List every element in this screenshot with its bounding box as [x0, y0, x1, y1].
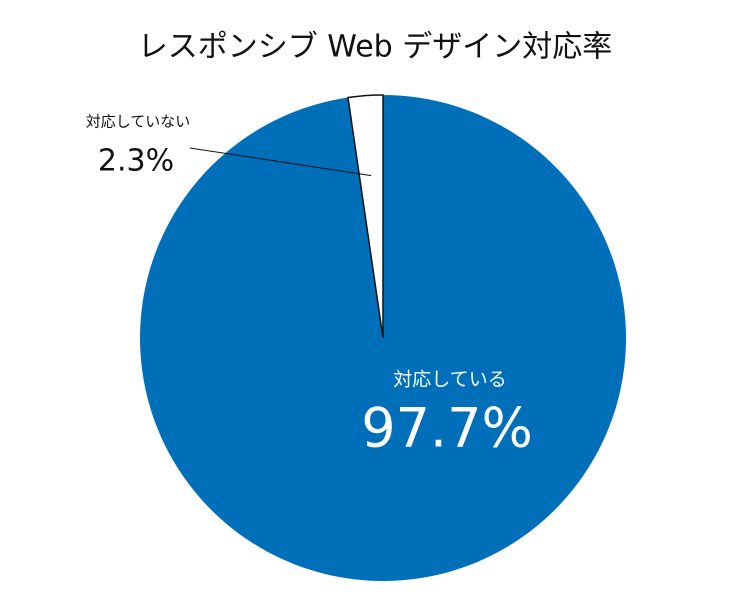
pie-slice: [347, 94, 384, 339]
slice-value-label: 2.3%: [98, 144, 174, 179]
chart-title: レスポンシブ Web デザイン対応率: [138, 30, 612, 65]
slice-category-label: 対応している: [393, 369, 506, 391]
slice-value-label: 97.7%: [361, 397, 533, 460]
slice-category-label: 対応していない: [86, 113, 191, 131]
leader-line: [189, 147, 372, 177]
